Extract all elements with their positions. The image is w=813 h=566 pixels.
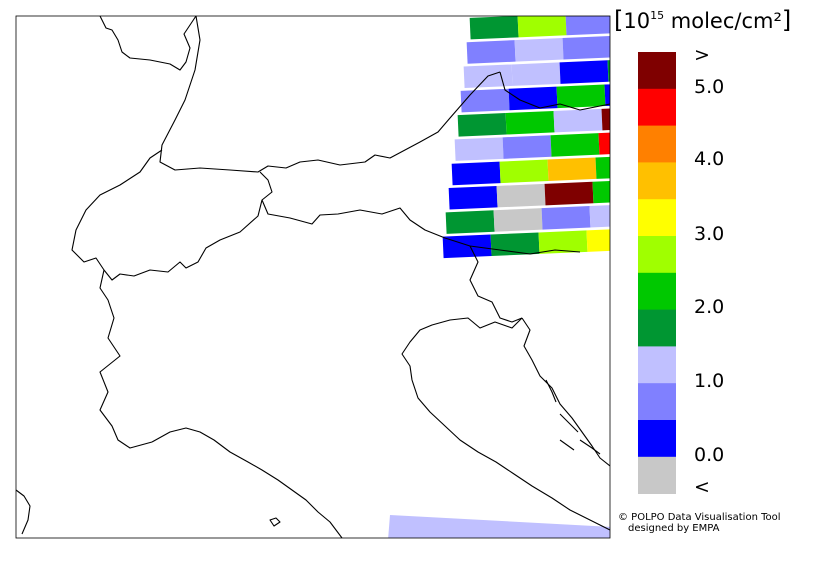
legend-tick-label: 2.0 — [694, 296, 725, 318]
credit-text: © POLPO Data Visualisation Tool designed… — [618, 512, 781, 534]
legend-tick-label: < — [694, 476, 710, 498]
pixel-cell — [454, 137, 504, 161]
legend-swatch — [638, 52, 676, 90]
pixel-cell — [589, 203, 610, 228]
pixel-row — [460, 82, 610, 113]
pixel-cell — [499, 159, 549, 184]
pixel-cell — [493, 208, 543, 232]
border-switzerland — [71, 149, 273, 281]
borders — [16, 16, 610, 538]
pixel-cell — [451, 161, 501, 186]
pixel-cell — [517, 16, 567, 38]
pixel-cell — [556, 84, 606, 109]
pixel-cell — [466, 40, 516, 64]
pixel-row — [445, 203, 610, 234]
legend-swatch — [638, 236, 676, 274]
pixel-row — [454, 131, 610, 161]
legend-swatch — [638, 272, 676, 310]
islands — [579, 439, 601, 455]
legend-tick-label: 4.0 — [694, 148, 725, 170]
island-elba — [269, 517, 281, 527]
islands — [559, 439, 575, 451]
legend-swatch — [638, 88, 676, 126]
pixel-cell — [562, 35, 610, 60]
pixel-cell — [538, 230, 588, 254]
legend-tick-label: > — [694, 44, 710, 66]
legend-swatch — [638, 456, 676, 494]
legend-swatch — [638, 162, 676, 200]
pixel-cell — [544, 181, 594, 206]
border-germany-austria — [159, 16, 501, 173]
pixel-row — [442, 228, 610, 259]
pixel-cell — [565, 16, 610, 36]
pixel-cell — [448, 185, 498, 210]
pixel-cell — [457, 113, 507, 137]
legend-swatch — [638, 346, 676, 384]
pixel-row — [457, 106, 610, 137]
pixel-cell — [511, 62, 561, 86]
legend-swatch — [638, 309, 676, 347]
border-france-italy — [99, 269, 153, 449]
pixel-cell — [550, 133, 600, 157]
border-slovenia — [469, 245, 523, 323]
legend-swatch — [638, 125, 676, 163]
pixel-cell — [505, 110, 555, 135]
color-legend — [638, 52, 676, 494]
credit-line-2: designed by EMPA — [628, 523, 720, 534]
pixel-cell — [586, 228, 610, 252]
legend-tick-label: 5.0 — [694, 76, 725, 98]
credit-line-1: © POLPO Data Visualisation Tool — [618, 512, 781, 523]
pixel-strip-bottom — [388, 515, 610, 538]
coast-croatia — [521, 317, 610, 467]
pixel-cell — [460, 88, 510, 113]
satellite-pixels — [388, 16, 610, 538]
islands — [545, 379, 557, 403]
pixel-cell — [469, 16, 519, 40]
pixel-row — [466, 35, 610, 64]
pixel-row — [451, 155, 610, 186]
coast-italy-west — [151, 427, 343, 538]
legend-tick-label: 0.0 — [694, 444, 725, 466]
pixel-cell — [496, 183, 546, 208]
coast-corsica — [16, 489, 31, 535]
pixel-cell — [559, 60, 609, 84]
legend-tick-label: 1.0 — [694, 370, 725, 392]
pixel-cell — [508, 86, 558, 111]
islands — [559, 413, 579, 433]
legend-swatch — [638, 199, 676, 237]
pixel-cell — [514, 38, 564, 62]
pixel-cell — [541, 206, 591, 230]
pixel-cell — [442, 234, 492, 259]
map-frame — [15, 15, 611, 539]
unit-label: [1015 molec/cm²] — [614, 6, 792, 34]
coast-italy-adriatic — [401, 317, 610, 531]
pixel-cell — [553, 108, 603, 133]
pixel-row — [469, 16, 610, 40]
legend-swatch — [638, 383, 676, 421]
pixel-cell — [445, 210, 495, 234]
legend-swatch — [638, 420, 676, 458]
border-austria-slovenia — [499, 71, 610, 111]
pixel-cell — [595, 155, 610, 179]
pixel-row — [448, 179, 610, 210]
border-france-germany — [99, 16, 197, 71]
pixel-cell — [592, 179, 610, 204]
border-austria-italy — [261, 199, 581, 255]
pixel-cell — [502, 135, 552, 159]
pixel-cell — [547, 157, 597, 182]
legend-tick-label: 3.0 — [694, 223, 725, 245]
